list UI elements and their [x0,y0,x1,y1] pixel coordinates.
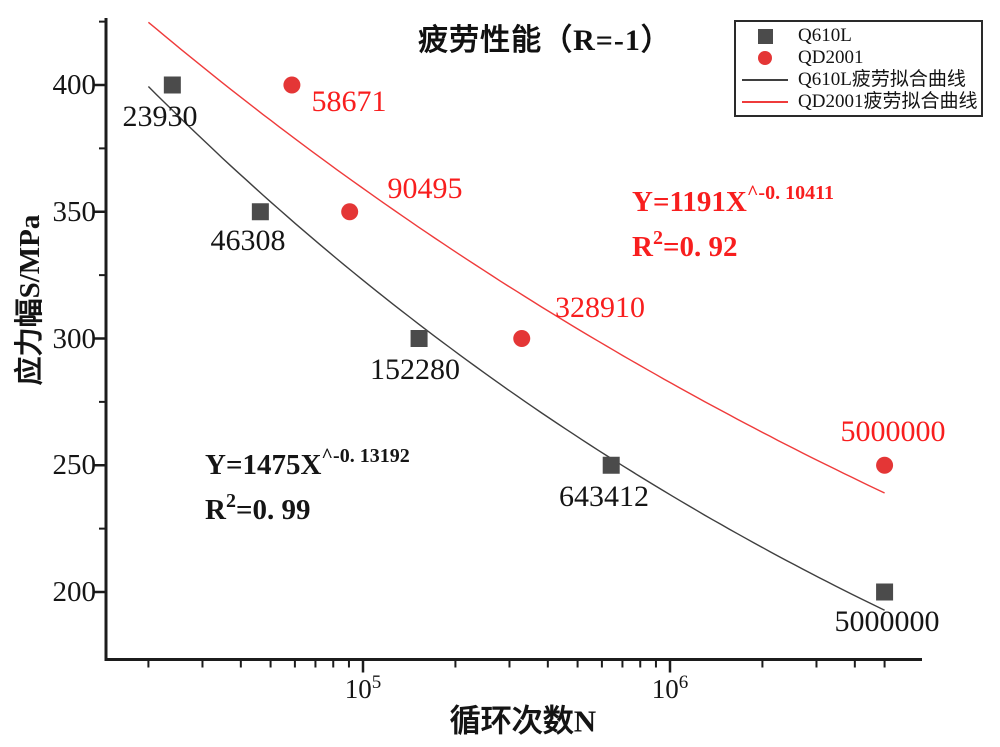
y-tick-label: 250 [52,449,97,482]
fit-equation-q610l: Y=1475X^-0. 13192 R2=0. 99 [205,444,410,534]
fit-equation-qd2001: Y=1191X^-0. 10411 R2=0. 92 [632,181,834,271]
x-tick-label: 105 [344,672,382,705]
legend-label: QD2001 [798,47,864,68]
marker-square-q610l [251,203,269,221]
r2-value: =0. 92 [662,231,738,263]
fit-curve-q610l [147,86,885,611]
point-label-q610l: 152280 [370,353,460,386]
y-tick-label: 300 [52,322,97,355]
legend-square-icon [740,28,790,44]
x-tick-exponent: 5 [371,672,382,693]
marker-circle-qd2001 [876,456,894,474]
legend-symbol [758,51,772,65]
marker-square-q610l [876,583,894,601]
fit-equation-q610l-line1: Y=1475X^-0. 13192 [205,444,410,489]
point-label-q610l: 5000000 [834,605,940,638]
y-tick-label: 200 [52,576,97,608]
r2-base: R [205,494,226,526]
fit-equation-q610l-line2: R2=0. 99 [205,489,410,534]
marker-square-q610l [602,456,620,474]
marker-circle-qd2001 [341,203,359,221]
point-label-q610l: 643412 [559,480,649,513]
legend-row: QD2001 [736,47,981,69]
eq-exponent: ^-0. 10411 [746,182,834,204]
legend-line-icon [740,101,790,103]
x-tick-label: 106 [651,672,689,705]
r2-value: =0. 99 [235,494,311,526]
marker-square-q610l [410,330,428,347]
eq-base: Y=1475X [205,449,322,481]
legend-line-icon [740,79,790,81]
legend-row: Q610L疲劳拟合曲线 [736,69,981,91]
y-axis-label: 应力幅S/MPa [14,214,46,386]
fit-equation-qd2001-line1: Y=1191X^-0. 10411 [632,181,834,226]
point-label-qd2001: 58671 [311,85,387,118]
point-label-qd2001: 90495 [387,172,463,205]
legend-circle-icon [740,51,790,65]
legend-row: QD2001疲劳拟合曲线 [736,91,981,113]
y-tick-label: 400 [52,69,97,101]
fit-equation-qd2001-line2: R2=0. 92 [632,226,834,271]
x-tick-base: 10 [651,674,679,704]
r2-sup: 2 [225,490,236,512]
x-axis-label: 循环次数N [449,703,597,739]
point-label-qd2001: 328910 [555,291,645,324]
point-label-q610l: 46308 [210,224,286,257]
x-tick-exponent: 6 [678,672,689,693]
legend-symbol [742,101,788,103]
legend-symbol [757,28,773,44]
r2-base: R [632,231,653,263]
legend-label: Q610L疲劳拟合曲线 [798,69,966,90]
fit-curve-qd2001 [147,21,885,494]
eq-base: Y=1191X [632,186,747,218]
legend-symbol [742,79,788,81]
marker-square-q610l [163,76,181,94]
x-tick-base: 10 [344,674,372,704]
point-label-qd2001: 5000000 [840,415,946,448]
chart-title: 疲劳性能（R=-1） [418,24,672,57]
legend: Q610L QD2001 Q610L疲劳拟合曲线 QD2001疲劳拟合曲线 [734,20,983,117]
marker-circle-qd2001 [513,330,531,347]
legend-label: Q610L [798,25,852,46]
legend-label: QD2001疲劳拟合曲线 [798,91,978,112]
eq-exponent: ^-0. 13192 [321,445,410,467]
point-label-q610l: 23930 [122,100,198,133]
r2-sup: 2 [652,227,663,249]
legend-row: Q610L [736,25,981,47]
y-tick-label: 350 [52,195,97,228]
marker-circle-qd2001 [283,76,301,94]
